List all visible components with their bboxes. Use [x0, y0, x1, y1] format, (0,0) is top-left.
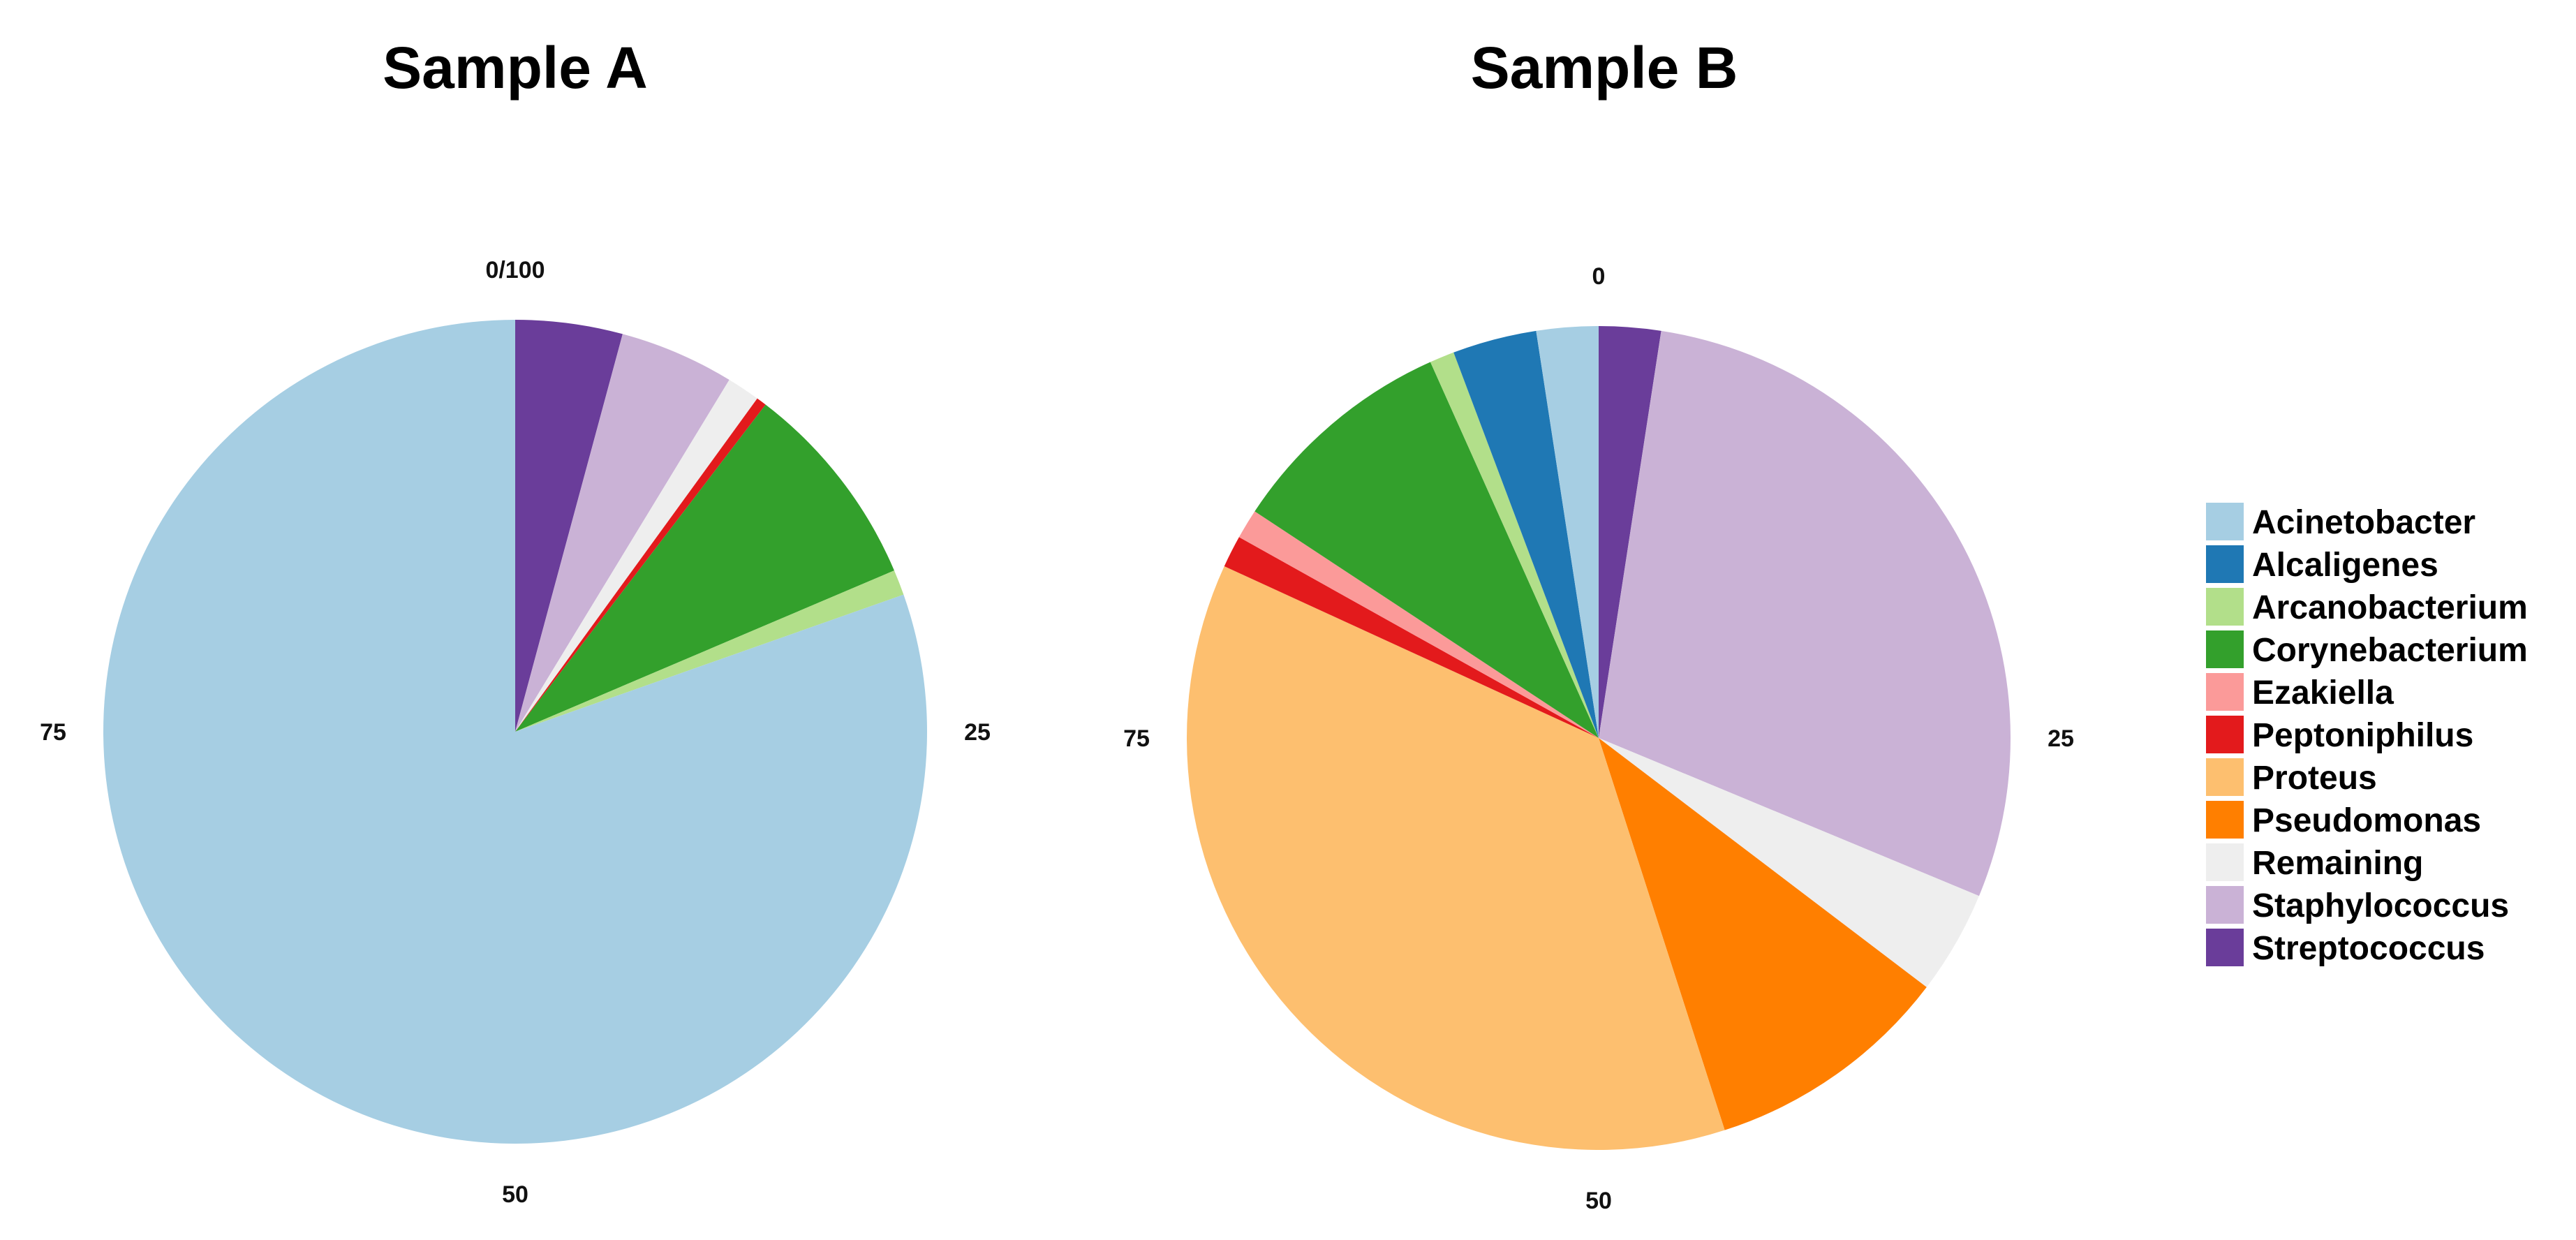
sample-b-title: Sample B: [1471, 35, 1738, 101]
sample-a-tick-labels: 0/100 25 50 75: [40, 257, 991, 1208]
sample-a-slice-staphylococcus: [515, 334, 730, 732]
sample-a-pie: [103, 320, 928, 1144]
sample-b-slice-staphylococcus: [1599, 330, 2011, 896]
sample-b-slice-streptococcus: [1599, 326, 1661, 738]
sample-b-tick-label: 75: [1123, 725, 1150, 752]
legend-label-peptoniphilus: Peptoniphilus: [2252, 717, 2473, 754]
sample-b-slice-corynebacterium: [1254, 362, 1599, 738]
sample-a-slice-corynebacterium: [515, 404, 894, 732]
legend-swatch-corynebacterium: [2206, 630, 2244, 668]
legend-label-corynebacterium: Corynebacterium: [2252, 632, 2528, 669]
legend-swatch-acinetobacter: [2206, 503, 2244, 540]
legend-label-arcanobacterium: Arcanobacterium: [2252, 589, 2528, 626]
sample-a-tick-label: 0/100: [485, 257, 545, 283]
sample-b-tick-label: 0: [1592, 263, 1606, 290]
legend-swatch-streptococcus: [2206, 929, 2244, 966]
legend-swatch-pseudomonas: [2206, 801, 2244, 839]
sample-b-tick-label: 50: [1585, 1188, 1612, 1214]
legend-swatch-proteus: [2206, 758, 2244, 796]
sample-b-tick-label: 25: [2048, 725, 2074, 752]
sample-b-pie: [1186, 326, 2011, 1150]
legend-label-remaining: Remaining: [2252, 845, 2423, 882]
legend: Acinetobacter Alcaligenes Arcanobacterium C…: [2206, 503, 2528, 967]
legend-swatch-remaining: [2206, 843, 2244, 881]
legend-label-acinetobacter: Acinetobacter: [2252, 504, 2475, 541]
sample-a-tick-label: 25: [964, 719, 991, 746]
legend-swatch-staphylococcus: [2206, 886, 2244, 924]
legend-swatch-alcaligenes: [2206, 545, 2244, 583]
sample-a-title: Sample A: [383, 35, 648, 101]
sample-b-tick-labels: 0 25 50 75: [1123, 263, 2074, 1214]
legend-swatch-ezakiella: [2206, 673, 2244, 711]
legend-swatch-peptoniphilus: [2206, 716, 2244, 753]
legend-label-proteus: Proteus: [2252, 760, 2377, 797]
legend-label-streptococcus: Streptococcus: [2252, 930, 2485, 967]
legend-label-ezakiella: Ezakiella: [2252, 674, 2394, 711]
legend-label-alcaligenes: Alcaligenes: [2252, 547, 2438, 584]
sample-a-tick-label: 75: [40, 719, 66, 746]
sample-b-slice-alcaligenes: [1453, 330, 1599, 738]
sample-a-slice-acinetobacter: [103, 320, 928, 1144]
sample-a-slice-arcanobacterium: [515, 570, 904, 732]
sample-b-slice-acinetobacter: [1536, 326, 1599, 738]
sample-b-slice-remaining: [1599, 738, 1979, 987]
sample-b-slice-proteus: [1186, 566, 1725, 1150]
legend-label-staphylococcus: Staphylococcus: [2252, 887, 2509, 924]
legend-label-pseudomonas: Pseudomonas: [2252, 802, 2481, 839]
sample-b-slice-peptoniphilus: [1224, 537, 1599, 738]
sample-b-slice-arcanobacterium: [1430, 352, 1599, 738]
sample-b-slice-ezakiella: [1238, 511, 1599, 738]
sample-a-slice-streptococcus: [515, 320, 623, 732]
sample-b-slice-pseudomonas: [1599, 738, 1927, 1130]
sample-a-slice-remaining: [515, 379, 757, 732]
legend-swatch-arcanobacterium: [2206, 588, 2244, 626]
sample-a-slice-peptoniphilus: [515, 398, 766, 732]
sample-a-tick-label: 50: [502, 1181, 528, 1208]
